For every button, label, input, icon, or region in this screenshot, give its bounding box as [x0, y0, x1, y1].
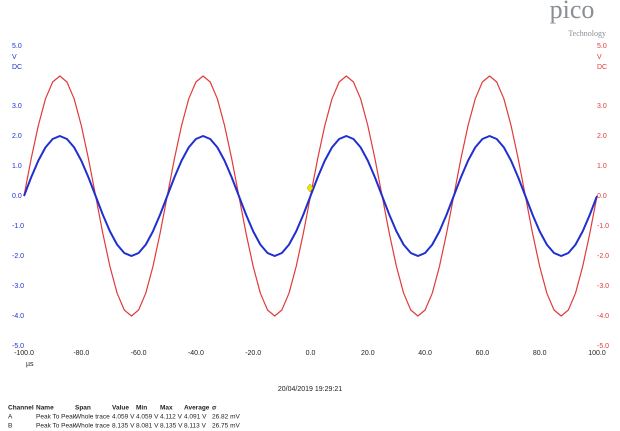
- table-cell: 26.75 mV: [212, 423, 240, 430]
- y2-tick-label: -1.0: [597, 223, 609, 230]
- y2-tick-label: 1.0: [597, 163, 607, 170]
- table-cell: 26.82 mV: [212, 414, 240, 421]
- y-tick-label: -2.0: [12, 253, 24, 260]
- y2-tick-label: -2.0: [597, 253, 609, 260]
- table-cell: 8.113 V: [184, 423, 207, 430]
- y2-unit: V: [597, 54, 602, 61]
- logo-sub: Technology: [568, 29, 606, 38]
- table-cell: 4.112 V: [160, 414, 183, 421]
- table-header: Value: [112, 405, 129, 412]
- table-header: Channel: [8, 405, 34, 412]
- x-tick-label: 0.0: [306, 350, 316, 357]
- trace-A: [23, 135, 598, 257]
- table-header: Average: [184, 405, 210, 412]
- x-tick-label: -20.0: [245, 350, 261, 357]
- table-cell: Peak To Peak: [36, 423, 77, 430]
- y-tick-label: 0.0: [12, 193, 22, 200]
- table-cell: 4.059 V: [136, 414, 159, 421]
- y-tick-label: -5.0: [12, 343, 24, 350]
- table-cell: Whole trace: [75, 414, 110, 421]
- table-header: Min: [136, 405, 147, 412]
- x-tick-label: -80.0: [73, 350, 89, 357]
- y2-tick-label: -3.0: [597, 283, 609, 290]
- table-header: σ: [212, 405, 217, 412]
- x-tick-label: -60.0: [131, 350, 147, 357]
- table-header: Max: [160, 405, 173, 412]
- y2-tick-label: 3.0: [597, 103, 607, 110]
- x-tick-label: 80.0: [533, 350, 547, 357]
- x-tick-label: -40.0: [188, 350, 204, 357]
- trigger-marker: [306, 183, 314, 193]
- y-unit: V: [12, 54, 17, 61]
- table-cell: 8.135 V: [160, 423, 183, 430]
- table-cell: Whole trace: [75, 423, 110, 430]
- table-cell: Peak To Peak: [36, 414, 77, 421]
- x-tick-label: 100.0: [588, 350, 606, 357]
- y-tick-label: 2.0: [12, 133, 22, 140]
- x-label: µs: [26, 361, 34, 368]
- y2-tick-label: 0.0: [597, 193, 607, 200]
- table-cell: B: [8, 423, 12, 430]
- table-cell: 8.135 V: [112, 423, 135, 430]
- y2-coupling: DC: [597, 64, 607, 71]
- y-coupling: DC: [12, 64, 22, 71]
- table-header: Name: [36, 405, 54, 412]
- x-tick-label: 20.0: [361, 350, 375, 357]
- table-cell: 4.059 V: [112, 414, 135, 421]
- table-cell: 4.091 V: [184, 414, 207, 421]
- y2-tick-label: -4.0: [597, 313, 609, 320]
- y2-tick-label: -5.0: [597, 343, 609, 350]
- table-header: Span: [75, 405, 91, 412]
- x-tick-label: 60.0: [476, 350, 490, 357]
- y-tick-label: 3.0: [12, 103, 22, 110]
- table-cell: A: [8, 414, 13, 421]
- y2-tick-label: 5.0: [597, 43, 607, 50]
- y-tick-label: -1.0: [12, 223, 24, 230]
- table-cell: 8.081 V: [136, 423, 159, 430]
- y-tick-label: -4.0: [12, 313, 24, 320]
- y-tick-label: 1.0: [12, 163, 22, 170]
- x-tick-label: 40.0: [418, 350, 432, 357]
- y-tick-label: -3.0: [12, 283, 24, 290]
- x-tick-label: -100.0: [14, 350, 34, 357]
- logo: pico: [550, 0, 595, 24]
- timestamp: 20/04/2019 19:29:21: [278, 386, 342, 393]
- y2-tick-label: 2.0: [597, 133, 607, 140]
- y-tick-label: 5.0: [12, 43, 22, 50]
- plot: [23, 75, 598, 317]
